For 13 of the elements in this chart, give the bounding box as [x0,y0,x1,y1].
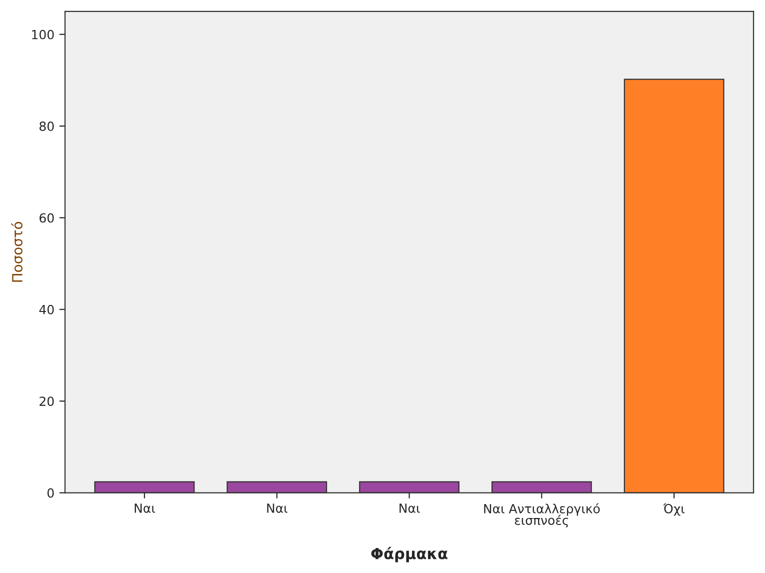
y-tick-label: 40 [39,304,54,314]
y-axis-title: Ποσοστό [11,222,22,282]
y-tick-label: 100 [32,30,54,40]
x-tick-label: Ναι [267,504,288,513]
x-axis-title: Φάρμακα [371,546,448,562]
x-tick-label: Όχι [663,503,684,516]
y-tick-label: 0 [47,488,54,498]
y-tick-label: 60 [40,213,54,223]
x-tick-label: Ναι [134,504,155,513]
y-tick-label: 80 [40,122,54,131]
y-tick-label: 20 [40,396,54,406]
x-tick-label: Ναι Αντιαλλεργικό εισπνοές [484,503,600,528]
x-tick-label: Ναι [400,504,420,513]
